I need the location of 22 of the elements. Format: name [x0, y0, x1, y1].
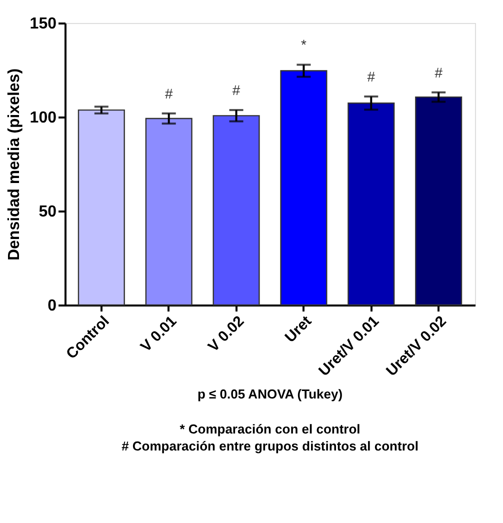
text: * Comparación con el control [180, 421, 360, 436]
y-tick-label: 50 [38, 204, 57, 220]
data-label: # [367, 68, 376, 85]
bar [348, 102, 395, 306]
y-tick-label: 100 [30, 110, 57, 126]
data-label: # [164, 85, 173, 102]
y-axis-title: Densidad media (pixeles) [6, 68, 23, 261]
bar [212, 115, 260, 306]
data-label: * [300, 36, 307, 53]
data-label: # [232, 82, 240, 98]
x-tick-label: Uret [282, 312, 316, 346]
text: # Comparación entre grupos distintos al control [122, 438, 418, 454]
bar [145, 118, 192, 306]
bar [280, 70, 328, 306]
y-tick-label: 150 [30, 16, 57, 32]
bar [415, 96, 462, 306]
text: p ≤ 0.05 ANOVA (Tukey) [197, 386, 343, 402]
x-tick-label: V 0.02 [204, 312, 248, 356]
data-label: # [434, 64, 443, 80]
x-tick-label: V 0.01 [137, 312, 180, 356]
y-tick-label: 0 [48, 298, 57, 314]
bar [78, 109, 125, 306]
